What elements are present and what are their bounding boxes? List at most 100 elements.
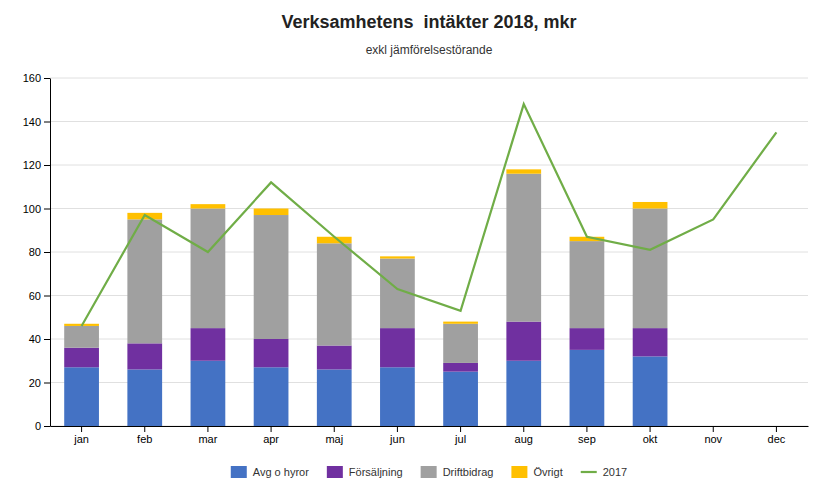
tick-label: 120 <box>23 159 41 171</box>
plot: janfebmaraprmajjunjulaugsepoktnovdec0204… <box>23 72 809 445</box>
legend: Avg o hyrorFörsäljningDriftbidragÖvrigt2… <box>231 466 627 478</box>
bar <box>759 426 794 427</box>
grid-line <box>50 426 808 427</box>
tick-mark <box>397 426 398 432</box>
grid-line <box>50 252 808 253</box>
y-axis: 020406080100120140160 <box>23 72 51 432</box>
tick-mark <box>44 296 50 297</box>
tick-mark <box>713 426 714 432</box>
tick-label: 20 <box>29 377 41 389</box>
bar <box>317 346 352 370</box>
tick: 120 <box>23 159 50 171</box>
tick-mark <box>44 122 50 123</box>
tick: maj <box>325 426 343 445</box>
tick: aug <box>515 426 533 445</box>
bar <box>570 241 605 328</box>
bar <box>759 426 794 427</box>
tick-label: maj <box>325 433 343 445</box>
tick-mark <box>81 426 82 432</box>
axis-line <box>50 79 51 427</box>
bar <box>64 326 99 348</box>
legend-label: Försäljning <box>349 466 403 478</box>
grid-line <box>50 339 808 340</box>
bar <box>696 426 731 427</box>
legend-label: Driftbidrag <box>443 466 494 478</box>
tick-mark <box>650 426 651 432</box>
bar <box>317 243 352 345</box>
bar <box>696 426 731 427</box>
bar <box>127 369 162 426</box>
grid-line <box>50 78 808 79</box>
bar <box>506 322 541 361</box>
chart: Verksamhetens intäkter 2018, mkrexkl jäm… <box>0 0 828 498</box>
bar <box>570 328 605 350</box>
tick: 0 <box>35 420 50 432</box>
tick: apr <box>263 426 279 445</box>
bar <box>380 256 415 258</box>
title: Verksamhetens intäkter 2018, mkr <box>281 12 576 32</box>
bar <box>317 369 352 426</box>
tick: feb <box>137 426 152 445</box>
bar <box>254 339 289 367</box>
tick-label: feb <box>137 433 152 445</box>
bar <box>570 350 605 426</box>
bar <box>254 215 289 339</box>
tick: dec <box>768 426 786 445</box>
tick: 20 <box>29 377 50 389</box>
bar <box>127 343 162 369</box>
tick-label: apr <box>263 433 279 445</box>
tick-label: jun <box>389 433 405 445</box>
legend-item: Avg o hyror <box>231 466 309 478</box>
tick-label: 40 <box>29 333 41 345</box>
tick-mark <box>586 426 587 432</box>
tick: nov <box>704 426 722 445</box>
grid-line <box>50 295 808 296</box>
tick-mark <box>44 165 50 166</box>
tick-label: aug <box>515 433 533 445</box>
bar <box>443 363 478 372</box>
bar <box>759 426 794 427</box>
axis-line <box>51 426 809 427</box>
tick: jun <box>389 426 405 445</box>
tick-mark <box>271 426 272 432</box>
tick-mark <box>44 339 50 340</box>
tick-mark <box>207 426 208 432</box>
legend-swatch <box>231 466 247 478</box>
tick-label: 100 <box>23 203 41 215</box>
tick-label: dec <box>768 433 786 445</box>
tick-mark <box>44 252 50 253</box>
bar <box>759 426 794 427</box>
bar <box>696 426 731 427</box>
bar <box>191 328 226 361</box>
tick-label: okt <box>643 433 658 445</box>
bar <box>633 202 668 209</box>
bar <box>64 348 99 368</box>
bar <box>380 367 415 426</box>
bar <box>191 204 226 208</box>
grid-line <box>50 165 808 166</box>
tick-label: 0 <box>35 420 41 432</box>
bar <box>191 209 226 329</box>
tick: 160 <box>23 72 50 84</box>
bar <box>191 361 226 426</box>
bar <box>633 328 668 356</box>
tick: 100 <box>23 203 50 215</box>
tick-label: nov <box>704 433 722 445</box>
bar <box>443 372 478 426</box>
tick: 60 <box>29 290 50 302</box>
bar <box>254 209 289 216</box>
legend-swatch <box>421 466 437 478</box>
tick-label: 80 <box>29 246 41 258</box>
legend-label: Avg o hyror <box>253 466 309 478</box>
bar <box>380 328 415 367</box>
tick: 40 <box>29 333 50 345</box>
x-axis: janfebmaraprmajjunjulaugsepoktnovdec <box>51 426 809 445</box>
tick-mark <box>334 426 335 432</box>
bar <box>506 174 541 322</box>
tick: okt <box>643 426 658 445</box>
bar <box>633 356 668 426</box>
bar <box>506 169 541 173</box>
grid-line <box>50 382 808 383</box>
bar <box>443 324 478 363</box>
line <box>82 104 777 326</box>
